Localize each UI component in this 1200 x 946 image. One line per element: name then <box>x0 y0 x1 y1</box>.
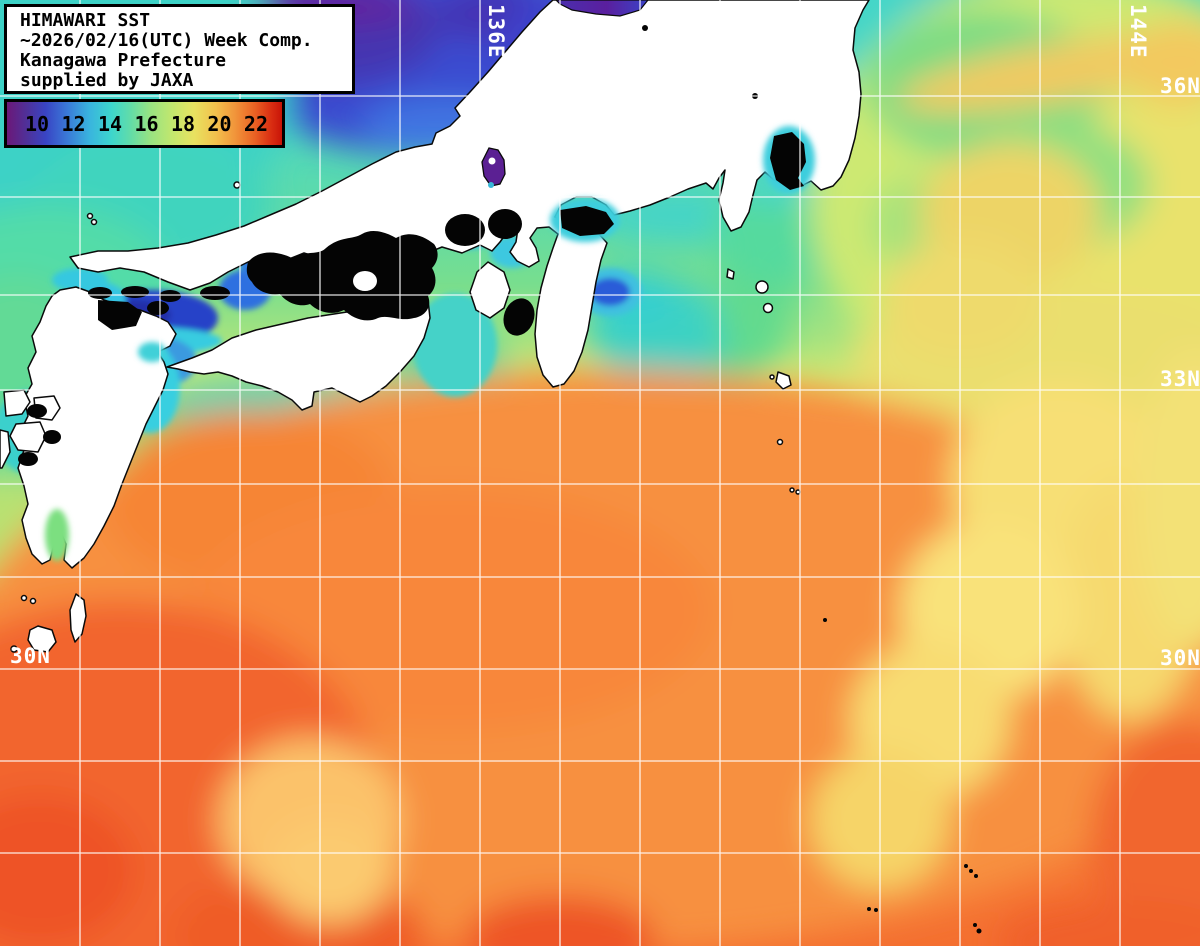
cloud-nodata-patches <box>18 25 982 934</box>
land-japan <box>0 0 870 653</box>
lat-label-30n-left: 30N <box>10 644 51 668</box>
land-shikoku <box>166 299 431 411</box>
wakasa-bay <box>555 0 649 17</box>
lake-biwa <box>481 147 506 188</box>
title-product: HIMAWARI SST <box>20 10 151 31</box>
colorbar-tick: 12 <box>61 111 86 136</box>
lon-label-136e: 136E <box>484 4 508 59</box>
colorbar-tick: 14 <box>97 111 123 136</box>
land-honshu <box>69 0 870 388</box>
lat-label-36n: 36N <box>1160 74 1200 98</box>
land-yakushima <box>27 625 57 653</box>
title-region: Kanagawa Prefecture <box>20 50 226 71</box>
colorbar-tick: 22 <box>243 111 268 136</box>
colorbar-tick: 18 <box>170 111 196 136</box>
lat-label-33n: 33N <box>1160 367 1200 391</box>
temperature-colorbar: 10 12 14 16 18 20 22 <box>4 99 285 148</box>
land-hachijojima <box>775 371 792 390</box>
colorbar-tick: 10 <box>25 111 50 136</box>
title-credit: supplied by JAXA <box>20 70 194 91</box>
title-date: ~2026/02/16(UTC) Week Comp. <box>20 30 313 51</box>
title-box: HIMAWARI SST ~2026/02/16(UTC) Week Comp.… <box>4 4 355 94</box>
land-tanegashima <box>69 593 87 643</box>
lat-label-30n-right: 30N <box>1160 646 1200 670</box>
colorbar-tick: 20 <box>207 111 232 136</box>
colorbar-tick: 16 <box>134 111 159 136</box>
lon-label-144e: 144E <box>1126 4 1150 59</box>
